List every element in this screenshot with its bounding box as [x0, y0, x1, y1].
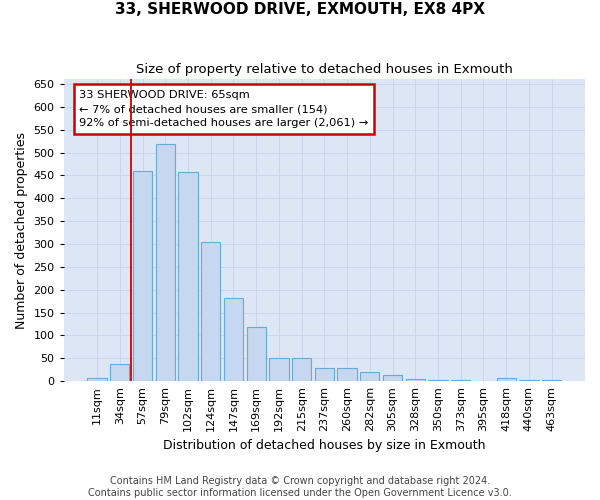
- Bar: [519, 380, 539, 381]
- Bar: [451, 380, 470, 381]
- Bar: [224, 298, 243, 381]
- Title: Size of property relative to detached houses in Exmouth: Size of property relative to detached ho…: [136, 62, 513, 76]
- Bar: [269, 358, 289, 381]
- X-axis label: Distribution of detached houses by size in Exmouth: Distribution of detached houses by size …: [163, 440, 485, 452]
- Text: 33, SHERWOOD DRIVE, EXMOUTH, EX8 4PX: 33, SHERWOOD DRIVE, EXMOUTH, EX8 4PX: [115, 2, 485, 18]
- Text: 33 SHERWOOD DRIVE: 65sqm
← 7% of detached houses are smaller (154)
92% of semi-d: 33 SHERWOOD DRIVE: 65sqm ← 7% of detache…: [79, 90, 368, 128]
- Bar: [383, 375, 402, 381]
- Bar: [406, 379, 425, 381]
- Bar: [201, 242, 220, 381]
- Bar: [247, 327, 266, 381]
- Bar: [314, 368, 334, 381]
- Bar: [428, 380, 448, 381]
- Bar: [110, 364, 130, 381]
- Bar: [337, 368, 357, 381]
- Bar: [542, 380, 562, 381]
- Bar: [497, 378, 516, 381]
- Text: Contains HM Land Registry data © Crown copyright and database right 2024.
Contai: Contains HM Land Registry data © Crown c…: [88, 476, 512, 498]
- Bar: [133, 171, 152, 381]
- Bar: [155, 144, 175, 381]
- Bar: [88, 378, 107, 381]
- Bar: [292, 358, 311, 381]
- Bar: [360, 372, 379, 381]
- Y-axis label: Number of detached properties: Number of detached properties: [15, 132, 28, 329]
- Bar: [178, 172, 197, 381]
